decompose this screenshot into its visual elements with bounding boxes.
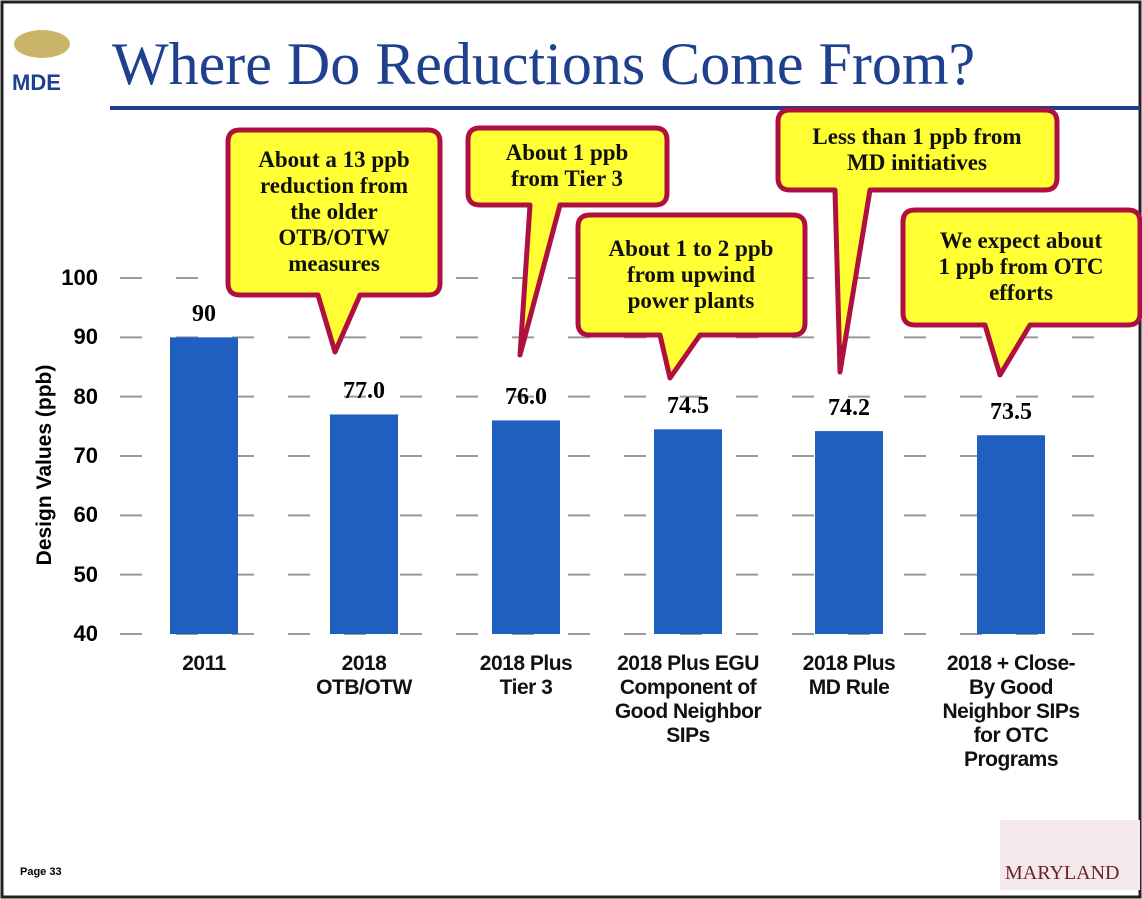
annotation: About 1 ppb from Tier 3	[505, 140, 629, 191]
callout-shape	[465, 125, 670, 358]
x-tick-label: 2018 Plus Tier 3	[479, 652, 573, 699]
value-label: 76.0	[505, 384, 547, 411]
x-tick-label: 2011	[182, 652, 226, 675]
bar	[492, 420, 560, 634]
annotation: About a 13 ppb reduction from the older …	[258, 147, 410, 276]
callout-shape	[775, 107, 1060, 375]
logo-mark	[14, 30, 70, 58]
callout-shape	[575, 212, 808, 381]
callout-shape	[225, 127, 443, 355]
value-label: 77.0	[343, 378, 385, 405]
logo-right: MARYLAND	[1005, 862, 1120, 884]
logo-right-box	[1000, 820, 1140, 890]
annotation: Less than 1 ppb from MD initiatives	[812, 124, 1022, 175]
y-tick-label: 40	[73, 621, 98, 646]
value-label: 74.2	[828, 395, 870, 422]
y-tick-label: 60	[73, 502, 98, 528]
callout-shape	[900, 207, 1142, 378]
y-tick-label: 90	[73, 324, 98, 350]
annotation: About 1 to 2 ppb from upwind power plant…	[608, 236, 774, 313]
logo-left: MDE	[12, 70, 61, 95]
chart-title: Where Do Reductions Come From?	[112, 31, 976, 97]
x-tick-label: 2018 Plus MD Rule	[802, 652, 896, 699]
x-tick-label: 2018 OTB/OTW	[316, 652, 412, 699]
value-label: 90	[192, 301, 216, 328]
value-label: 73.5	[990, 399, 1032, 426]
bar	[654, 429, 722, 634]
bar	[815, 431, 883, 634]
y-tick-label: 100	[61, 265, 98, 290]
y-tick-label: 50	[73, 561, 98, 587]
bar	[170, 337, 238, 634]
y-tick-label: 70	[73, 443, 98, 468]
x-tick-label: 2018 + Close- By Good Neighbor SIPs for …	[942, 652, 1080, 771]
bar	[330, 414, 398, 634]
page-label: Page 33	[20, 866, 62, 878]
value-label: 74.5	[667, 393, 709, 420]
annotation: We expect about 1 ppb from OTC efforts	[938, 228, 1104, 305]
bar	[977, 435, 1045, 634]
x-tick-label: 2018 Plus EGU Component of Good Neighbor…	[614, 652, 762, 747]
callouts	[225, 107, 1142, 381]
y-tick-label: 80	[73, 383, 98, 409]
